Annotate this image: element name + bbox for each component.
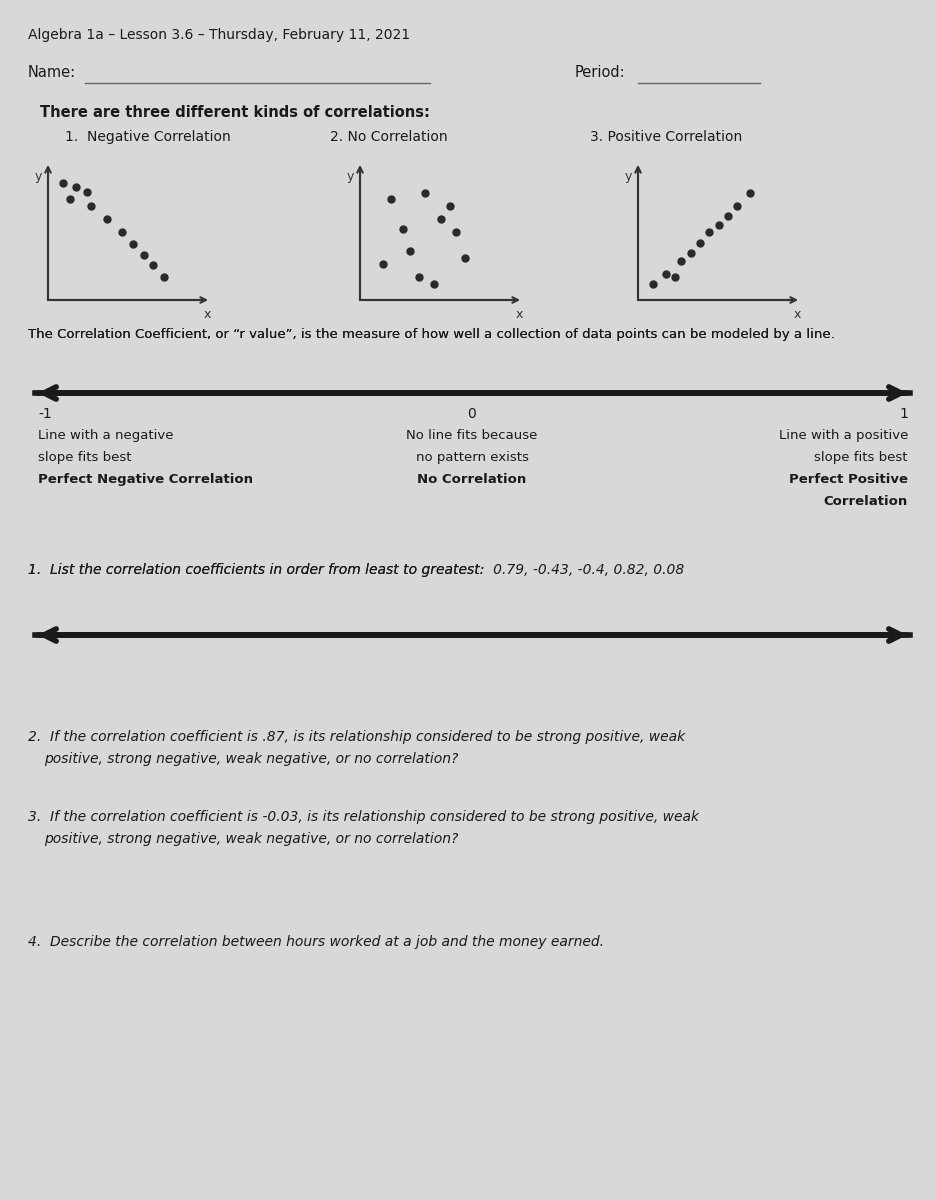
- Text: slope fits best: slope fits best: [813, 451, 907, 464]
- Text: Period:: Period:: [575, 65, 625, 80]
- Text: 3. Positive Correlation: 3. Positive Correlation: [590, 130, 741, 144]
- Text: 1: 1: [899, 407, 907, 421]
- Text: no pattern exists: no pattern exists: [416, 451, 528, 464]
- Text: 1.  Negative Correlation: 1. Negative Correlation: [65, 130, 230, 144]
- Text: Correlation: Correlation: [823, 494, 907, 508]
- Text: 1.  List the correlation coefficients in order from least to greatest:: 1. List the correlation coefficients in …: [28, 563, 492, 577]
- Text: 4.  Describe the correlation between hours worked at a job and the money earned.: 4. Describe the correlation between hour…: [28, 935, 604, 949]
- Text: y: y: [346, 170, 354, 182]
- Text: There are three different kinds of correlations:: There are three different kinds of corre…: [40, 104, 430, 120]
- Text: x: x: [515, 308, 522, 320]
- Text: Line with a positive: Line with a positive: [778, 428, 907, 442]
- Text: No line fits because: No line fits because: [406, 428, 537, 442]
- Text: 2. No Correlation: 2. No Correlation: [329, 130, 447, 144]
- Text: slope fits best: slope fits best: [38, 451, 131, 464]
- Text: The Correlation Coefficient, or “r value”, is the measure of how well a collecti: The Correlation Coefficient, or “r value…: [28, 328, 834, 341]
- Text: Line with a negative: Line with a negative: [38, 428, 173, 442]
- Text: -1: -1: [38, 407, 51, 421]
- Text: Name:: Name:: [28, 65, 76, 80]
- Text: positive, strong negative, weak negative, or no correlation?: positive, strong negative, weak negative…: [44, 752, 458, 766]
- Text: 3.  If the correlation coefficient is -0.03, is its relationship considered to b: 3. If the correlation coefficient is -0.…: [28, 810, 698, 824]
- Text: x: x: [203, 308, 211, 320]
- Text: positive, strong negative, weak negative, or no correlation?: positive, strong negative, weak negative…: [44, 832, 458, 846]
- Text: Algebra 1a – Lesson 3.6 – Thursday, February 11, 2021: Algebra 1a – Lesson 3.6 – Thursday, Febr…: [28, 28, 410, 42]
- Text: y: y: [624, 170, 631, 182]
- Text: x: x: [793, 308, 800, 320]
- Text: Perfect Negative Correlation: Perfect Negative Correlation: [38, 473, 253, 486]
- Text: Perfect Positive: Perfect Positive: [788, 473, 907, 486]
- Text: No Correlation: No Correlation: [417, 473, 526, 486]
- Text: 0: 0: [467, 407, 475, 421]
- Text: 1.  List the correlation coefficients in order from least to greatest:  0.79, -0: 1. List the correlation coefficients in …: [28, 563, 683, 577]
- Text: The Correlation Coefficient, or “r value”, is the measure of how well a collecti: The Correlation Coefficient, or “r value…: [28, 328, 834, 341]
- Text: 2.  If the correlation coefficient is .87, is its relationship considered to be : 2. If the correlation coefficient is .87…: [28, 730, 684, 744]
- Text: y: y: [35, 170, 42, 182]
